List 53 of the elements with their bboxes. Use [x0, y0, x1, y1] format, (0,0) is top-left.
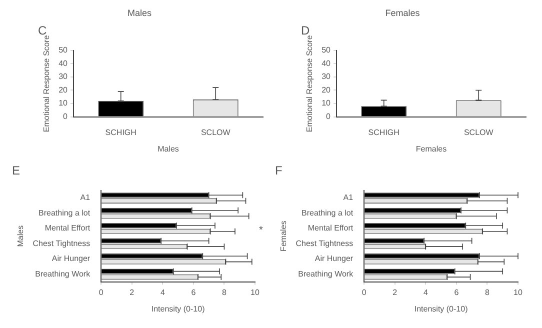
chart-subtitle: Females	[384, 8, 421, 20]
x-tick-label: 2	[392, 288, 398, 297]
x-tick-label: 4	[160, 288, 166, 297]
y-tick-label: Breathing Work	[298, 269, 354, 278]
x-tick-label: 0	[98, 288, 104, 297]
y-tick-label: Breathing Work	[35, 269, 92, 278]
y-tick-label: A1	[80, 193, 91, 202]
y-tick-label: 0	[63, 112, 68, 122]
x-axis-title: Males	[158, 144, 179, 154]
x-tick-label: SCLOW	[200, 128, 231, 137]
text: *	[259, 224, 263, 236]
x-tick-label: 4	[423, 288, 428, 297]
x-axis-title: Intensity (0-10)	[151, 304, 206, 314]
y-axis-title: Emotional Response Score	[305, 34, 314, 132]
y-axis-title: Males	[16, 225, 26, 247]
x-tick-label: 6	[454, 288, 460, 297]
y-tick-label: Mental Effort	[308, 224, 354, 233]
x-tick-label: SCHIGH	[368, 128, 400, 137]
chart-title: F	[275, 164, 282, 178]
x-tick-label: 10	[514, 288, 523, 297]
x-tick-label: 2	[130, 288, 135, 297]
y-tick-label: A1	[343, 193, 354, 202]
y-tick-label: Air Hunger	[52, 254, 90, 264]
x-tick-label: SCHIGH	[105, 128, 137, 137]
x-tick-label: 8	[222, 288, 227, 297]
y-tick-label: 50	[322, 46, 332, 55]
y-tick-label: 20	[58, 85, 68, 94]
y-tick-label: 0	[326, 112, 332, 122]
x-axis-title: Females	[416, 144, 447, 154]
y-tick-label: 30	[322, 72, 332, 82]
y-tick-label: Mental Effort	[44, 224, 91, 233]
y-tick-label: 40	[58, 58, 68, 68]
chart-title: E	[12, 164, 20, 178]
x-tick-label: SCLOW	[464, 128, 494, 137]
x-axis-title: Intensity (0-10)	[414, 304, 468, 314]
y-tick-label: 10	[58, 98, 68, 108]
y-tick-label: 50	[58, 46, 68, 55]
y-axis-title: Emotional Response Score	[42, 34, 52, 132]
y-tick-label: 40	[322, 58, 332, 68]
x-tick-label: 8	[484, 288, 490, 297]
y-axis-title: Females	[279, 220, 288, 252]
x-tick-label: 6	[191, 288, 196, 297]
y-tick-label: Breathing a lot	[38, 208, 91, 218]
y-tick-label: Chest Tightness	[32, 238, 90, 248]
y-tick-label: 30	[58, 72, 68, 82]
y-tick-label: Air Hunger	[314, 254, 354, 264]
x-tick-label: 10	[250, 288, 260, 297]
y-tick-label: Breathing a lot	[302, 208, 354, 218]
y-tick-label: 20	[322, 85, 332, 94]
y-tick-label: 10	[322, 98, 332, 108]
y-tick-label: Chest Tightness	[296, 238, 354, 248]
x-tick-label: 0	[362, 288, 367, 297]
chart-subtitle: Males	[126, 8, 152, 20]
